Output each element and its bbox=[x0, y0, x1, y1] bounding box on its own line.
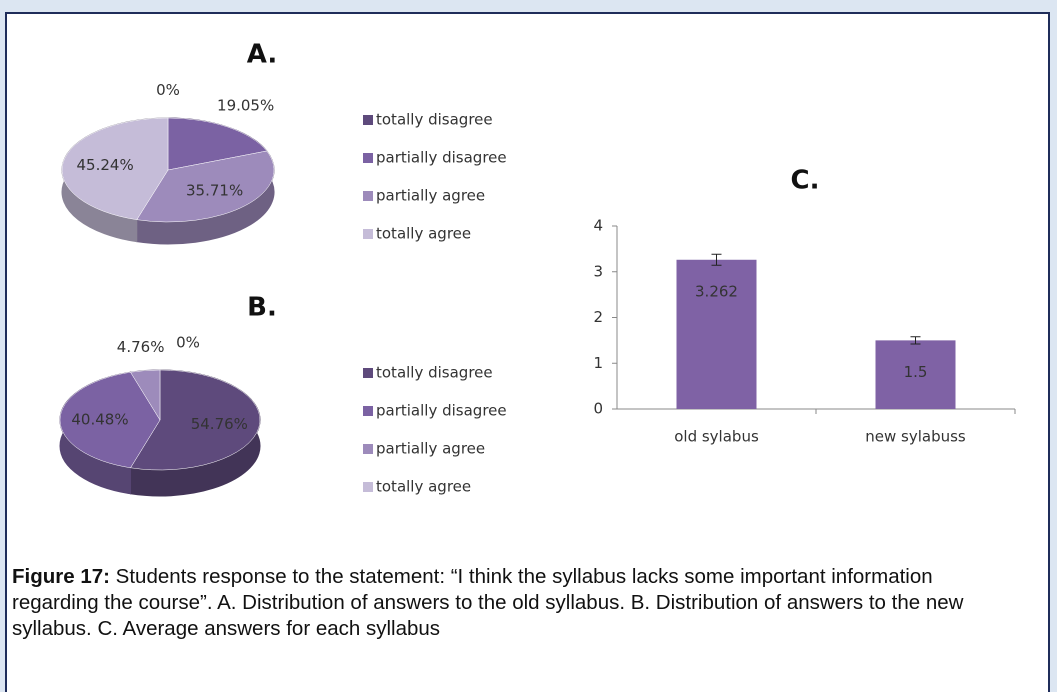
data-label: 35.71% bbox=[186, 182, 243, 200]
pie-slice bbox=[167, 117, 268, 171]
chart-title: A. bbox=[247, 40, 277, 70]
error-bar bbox=[910, 336, 921, 345]
chart-title: C. bbox=[791, 166, 820, 196]
caption-label: Figure 17: bbox=[12, 565, 110, 588]
pie-slice bbox=[130, 369, 161, 421]
legend-swatch bbox=[363, 444, 373, 454]
data-label: 4.76% bbox=[117, 338, 165, 356]
x-tick-label: new sylabuss bbox=[865, 428, 966, 446]
caption-text: Students response to the statement: “I t… bbox=[12, 565, 964, 640]
data-label: 1.5 bbox=[904, 363, 928, 381]
pie-slice bbox=[59, 371, 161, 469]
caption: Figure 17: Students response to the stat… bbox=[12, 564, 1012, 642]
legend-swatch bbox=[363, 115, 373, 125]
y-tick-label: 0 bbox=[593, 400, 603, 418]
data-label: 54.76% bbox=[191, 415, 248, 433]
y-tick-label: 1 bbox=[593, 354, 603, 372]
data-label: 19.05% bbox=[217, 97, 274, 115]
charts: A. 0% totally disagree 19.05% partially disa… bbox=[59, 40, 1016, 497]
legend-label: totally disagree bbox=[376, 364, 493, 382]
legend-label: partially agree bbox=[376, 440, 485, 458]
legend-label: totally agree bbox=[376, 478, 471, 496]
pie-slice bbox=[61, 117, 169, 220]
pie-slice bbox=[136, 150, 275, 223]
bar bbox=[676, 259, 757, 409]
legend-swatch bbox=[363, 368, 373, 378]
legend-swatch bbox=[363, 191, 373, 201]
chart-title: B. bbox=[247, 293, 277, 323]
legend-label: partially disagree bbox=[376, 149, 507, 167]
legend-swatch bbox=[363, 229, 373, 239]
pie-slice bbox=[130, 369, 261, 471]
legend-label: totally disagree bbox=[376, 111, 493, 129]
data-label: 0% bbox=[176, 334, 200, 352]
error-bar bbox=[711, 253, 722, 266]
x-tick-label: old sylabus bbox=[674, 428, 759, 446]
legend-label: totally agree bbox=[376, 225, 471, 243]
y-tick-label: 2 bbox=[593, 308, 603, 326]
bar bbox=[875, 340, 956, 409]
legend-label: partially agree bbox=[376, 187, 485, 205]
y-tick-label: 4 bbox=[593, 217, 603, 235]
data-label: 0% bbox=[156, 81, 180, 99]
data-label: 3.262 bbox=[695, 282, 738, 300]
data-label: 40.48% bbox=[71, 411, 128, 429]
legend-swatch bbox=[363, 482, 373, 492]
legend-label: partially disagree bbox=[376, 402, 507, 420]
legend-swatch bbox=[363, 153, 373, 163]
legend-swatch bbox=[363, 406, 373, 416]
y-tick-label: 3 bbox=[593, 262, 603, 280]
data-label: 45.24% bbox=[77, 156, 134, 174]
